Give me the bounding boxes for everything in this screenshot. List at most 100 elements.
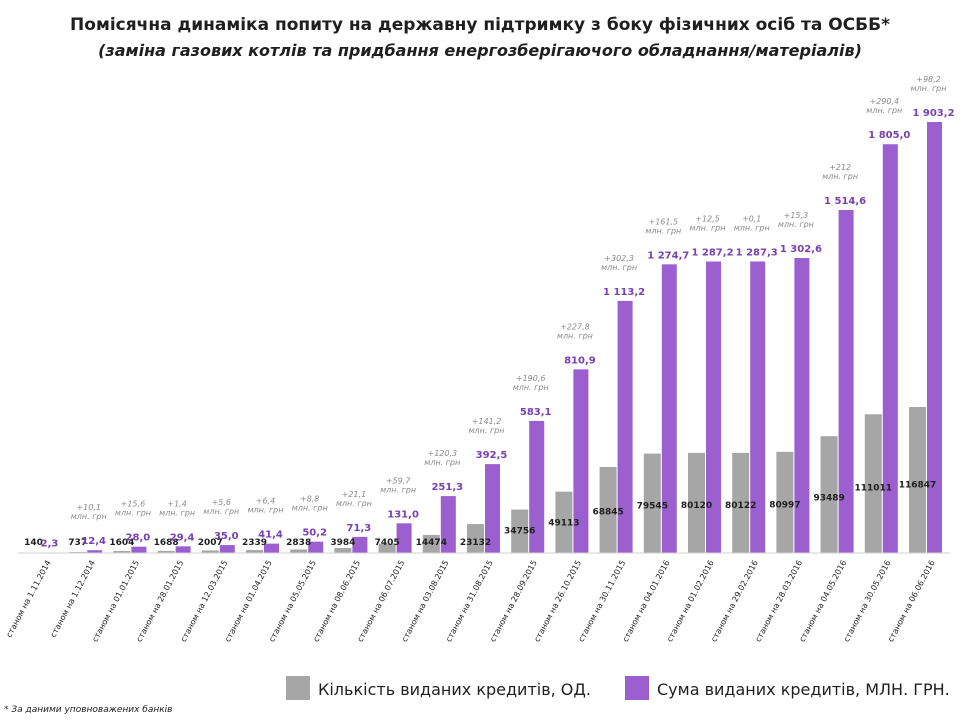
increment-unit: млн. грн bbox=[380, 485, 416, 494]
chart-title: Помісячна динаміка попиту на державну пі… bbox=[70, 15, 890, 35]
sum-label: 810,9 bbox=[564, 355, 596, 366]
count-label: 2339 bbox=[242, 538, 267, 548]
increment-label: +6,4 bbox=[256, 497, 275, 506]
count-bar bbox=[246, 550, 263, 553]
increment-label: +120,3 bbox=[427, 449, 457, 458]
x-tick-label: станом на 28.03.2016 bbox=[753, 559, 804, 644]
x-tick-label: станом на 06.07.2015 bbox=[356, 559, 407, 644]
increment-unit: млн. грн bbox=[159, 508, 195, 517]
count-bar bbox=[820, 436, 838, 553]
count-bar bbox=[776, 451, 794, 553]
increment-unit: млн. грн bbox=[248, 506, 284, 515]
increment-unit: млн. грн bbox=[469, 426, 505, 435]
increment-label: +190,6 bbox=[516, 374, 546, 383]
count-bar bbox=[201, 550, 219, 553]
sum-bar bbox=[485, 464, 500, 553]
sum-bar bbox=[264, 543, 279, 553]
x-tick-label: станом на 31.08.2015 bbox=[444, 559, 495, 644]
increment-unit: млн. грн bbox=[71, 512, 107, 521]
count-bar bbox=[113, 550, 131, 553]
sum-bar bbox=[617, 300, 633, 553]
increment-unit: млн. грн bbox=[690, 223, 726, 232]
x-tick-label: станом на 06.06.2016 bbox=[886, 559, 937, 644]
x-tick-label: станом на 1.11.2014 bbox=[4, 559, 52, 639]
increment-unit: млн. грн bbox=[911, 84, 947, 93]
count-label: 14474 bbox=[416, 538, 447, 548]
count-label: 116847 bbox=[899, 480, 937, 490]
increment-unit: млн. грн bbox=[424, 458, 460, 467]
sum-label: 392,5 bbox=[476, 450, 508, 461]
count-label: 23132 bbox=[460, 538, 491, 548]
sum-label: 2,3 bbox=[41, 538, 59, 549]
count-bar bbox=[157, 550, 175, 553]
count-bar bbox=[732, 452, 750, 553]
x-tick-label: станом на 26.10.2015 bbox=[532, 559, 583, 644]
sum-label: 41,4 bbox=[258, 530, 283, 541]
sum-label: 1 302,6 bbox=[780, 244, 822, 255]
count-bar bbox=[290, 549, 308, 553]
increment-label: +5,6 bbox=[212, 498, 231, 507]
increment-unit: млн. грн bbox=[513, 383, 549, 392]
count-label: 140 bbox=[24, 538, 43, 548]
legend: Кількість виданих кредитів, ОД. Сума вид… bbox=[286, 676, 950, 700]
sum-label: 29,4 bbox=[170, 532, 195, 543]
sum-label: 71,3 bbox=[347, 523, 372, 534]
chart-subtitle: (заміна газових котлів та придбання енер… bbox=[98, 41, 862, 60]
sum-bar bbox=[882, 144, 898, 553]
count-bar bbox=[378, 543, 396, 553]
increment-label: +8,8 bbox=[300, 495, 319, 504]
legend-label-sum: Сума виданих кредитів, МЛН. ГРН. bbox=[657, 680, 950, 699]
x-tick-label: станом на 12.03.2015 bbox=[179, 559, 230, 644]
x-tick-label: станом на 05.05.2015 bbox=[267, 559, 318, 644]
sum-label: 1 903,2 bbox=[912, 108, 954, 119]
count-bar bbox=[643, 453, 661, 553]
legend-swatch-sum bbox=[625, 676, 649, 700]
increment-label: +12,5 bbox=[695, 214, 720, 223]
sum-label: 1 113,2 bbox=[603, 287, 645, 298]
x-tick-label: станом на 28.01.2015 bbox=[135, 559, 186, 644]
x-tick-label: станом на 08.06.2015 bbox=[311, 559, 362, 644]
sum-bar bbox=[396, 523, 412, 553]
x-tick-label: станом на 03.08.2015 bbox=[400, 559, 451, 644]
increment-label: +15,3 bbox=[784, 211, 809, 220]
sum-bar bbox=[352, 536, 368, 553]
count-label: 93489 bbox=[813, 493, 844, 503]
count-label: 737 bbox=[68, 538, 87, 548]
increment-label: +290,4 bbox=[869, 97, 899, 106]
increment-label: +10,1 bbox=[76, 503, 101, 512]
increment-label: +1,4 bbox=[167, 499, 186, 508]
count-label: 2007 bbox=[198, 538, 223, 548]
increment-unit: млн. грн bbox=[734, 223, 770, 232]
count-label: 34756 bbox=[504, 526, 535, 536]
count-label: 1604 bbox=[109, 538, 134, 548]
increment-label: +0,1 bbox=[742, 214, 761, 223]
x-tick-label: станом на 29.02.2016 bbox=[709, 559, 760, 644]
sum-bar bbox=[131, 546, 147, 553]
count-label: 80997 bbox=[769, 500, 800, 510]
sum-label: 1 287,3 bbox=[736, 247, 778, 258]
count-label: 7405 bbox=[375, 538, 400, 548]
sum-bar bbox=[440, 496, 456, 553]
count-bar bbox=[688, 452, 705, 553]
x-tick-label: станом на 30.05.2016 bbox=[842, 559, 893, 644]
sum-bar bbox=[661, 264, 677, 553]
count-label: 79545 bbox=[637, 501, 668, 511]
sum-bar bbox=[529, 420, 545, 553]
sum-bar bbox=[838, 210, 854, 553]
increment-label: +15,6 bbox=[121, 500, 146, 509]
increment-unit: млн. грн bbox=[601, 263, 637, 272]
increment-label: +141,2 bbox=[472, 417, 502, 426]
increment-label: +21,1 bbox=[342, 490, 367, 499]
sum-bar bbox=[175, 546, 191, 553]
sum-label: 1 287,2 bbox=[691, 247, 733, 258]
count-label: 1688 bbox=[154, 538, 179, 548]
count-label: 49113 bbox=[548, 518, 579, 528]
count-bar bbox=[599, 466, 617, 553]
footnote: * За даними уповноважених банків bbox=[4, 705, 172, 715]
sum-label: 131,0 bbox=[387, 509, 419, 520]
increment-label: +59,7 bbox=[386, 476, 411, 485]
count-bar bbox=[467, 524, 484, 553]
count-label: 80120 bbox=[681, 501, 712, 511]
